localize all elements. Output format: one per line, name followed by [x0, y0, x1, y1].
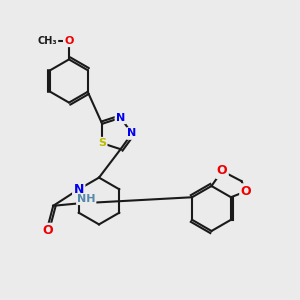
- Text: CH₃: CH₃: [38, 36, 57, 46]
- Text: N: N: [128, 128, 136, 139]
- Text: N: N: [74, 183, 84, 196]
- Text: O: O: [43, 224, 53, 237]
- Text: NH: NH: [77, 194, 95, 204]
- Text: N: N: [116, 113, 125, 123]
- Text: S: S: [98, 138, 106, 148]
- Text: O: O: [241, 185, 251, 198]
- Text: O: O: [217, 164, 227, 178]
- Text: O: O: [64, 36, 74, 46]
